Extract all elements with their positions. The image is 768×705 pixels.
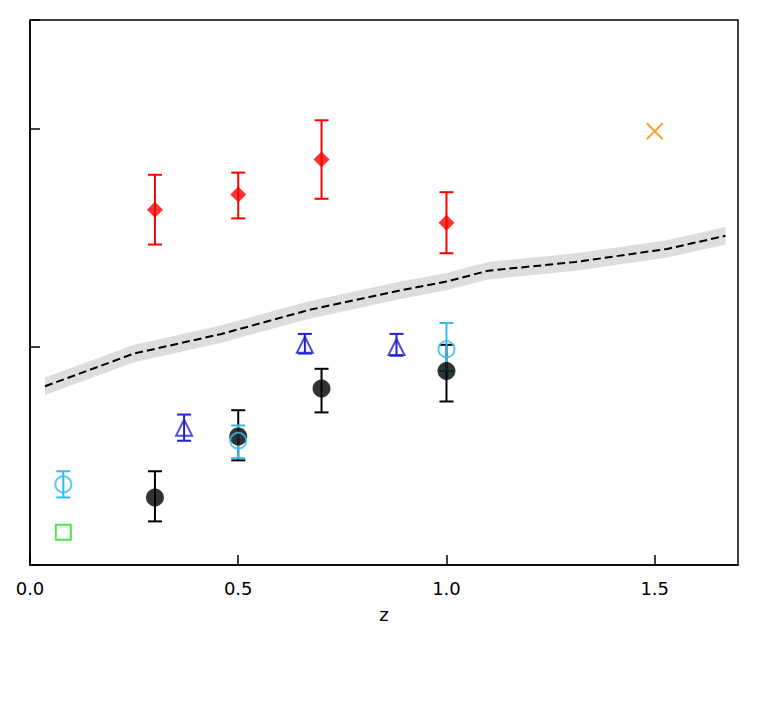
svg-text:1.5: 1.5 xyxy=(640,578,669,599)
svg-text:z: z xyxy=(379,604,388,625)
svg-text:0.0: 0.0 xyxy=(16,578,45,599)
svg-text:0.5: 0.5 xyxy=(224,578,253,599)
svg-text:1.0: 1.0 xyxy=(432,578,461,599)
